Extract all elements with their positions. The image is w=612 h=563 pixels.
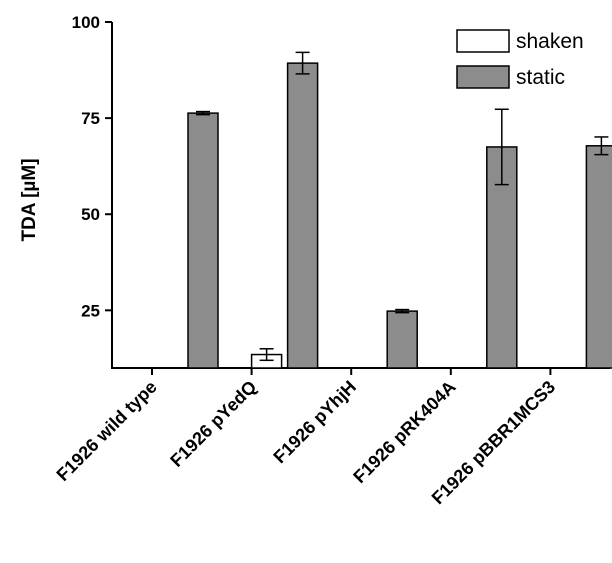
bars xyxy=(187,62,612,369)
bar-static xyxy=(286,62,319,369)
y-tick-label: 100 xyxy=(72,13,100,32)
bar-static xyxy=(486,146,518,369)
category-labels: F1926 wild type F1926 pYedQ F1926 pYhjHF19… xyxy=(53,377,560,509)
legend: shaken static xyxy=(456,29,584,89)
legend-swatch-static xyxy=(456,65,510,89)
category-label: F1926 wild type xyxy=(53,377,161,485)
bar-static xyxy=(187,112,219,369)
legend-label-static: static xyxy=(516,66,565,89)
category-label: F1926 pYhjH xyxy=(269,377,360,468)
bar-static xyxy=(386,310,418,369)
error-bars xyxy=(196,51,609,362)
category-label: F1926 pRK404A xyxy=(349,377,459,487)
y-tick-label: 25 xyxy=(81,301,100,320)
y-tick-label: 50 xyxy=(81,205,100,224)
bar-static xyxy=(585,145,612,369)
y-axis-title: TDA [µM] xyxy=(19,158,40,241)
legend-label-shaken: shaken xyxy=(516,30,584,53)
legend-swatch-shaken xyxy=(456,29,510,53)
category-label: F1926 pYedQ xyxy=(166,377,260,471)
y-tick-labels: 25 50 75 100 xyxy=(72,13,100,320)
y-tick-label: 75 xyxy=(81,109,100,128)
